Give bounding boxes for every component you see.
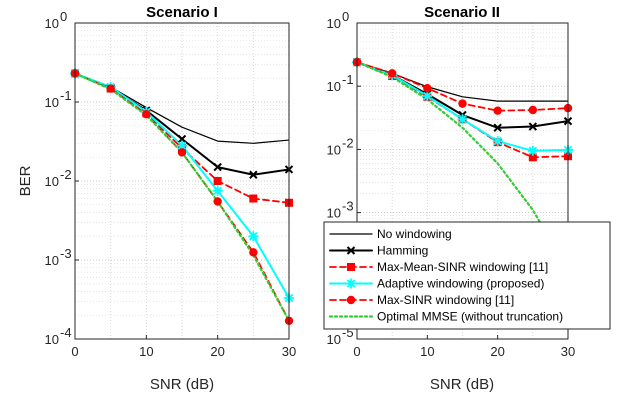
- y-axis-label: BER: [17, 165, 34, 196]
- legend-label: Adaptive windowing (proposed): [377, 277, 544, 291]
- data-point: [423, 83, 432, 93]
- legend-marker: [346, 295, 356, 305]
- y-tick-exponent: -3: [342, 199, 354, 214]
- data-point: [142, 110, 151, 119]
- legend-entry: Max-Mean-SINR windowing [11]: [329, 260, 548, 274]
- y-tick-label: 10: [327, 332, 341, 347]
- x-axis-label: SNR (dB): [150, 376, 214, 393]
- data-point: [248, 231, 259, 242]
- plot-frame: [74, 22, 290, 340]
- legend-marker: [347, 263, 355, 271]
- data-point: [213, 197, 222, 206]
- legend-label: No windowing: [377, 227, 452, 241]
- y-tick-exponent: 0: [60, 9, 67, 24]
- data-point: [177, 134, 187, 144]
- y-tick-label: 10: [45, 16, 59, 31]
- y-tick-exponent: -1: [342, 72, 354, 87]
- legend-marker: [346, 246, 356, 255]
- data-point: [249, 170, 258, 179]
- legend-label: Hamming: [377, 244, 428, 258]
- y-tick-label: 10: [327, 142, 341, 157]
- legend-entry: Max-SINR windowing [11]: [329, 293, 514, 307]
- data-point: [213, 177, 222, 185]
- legend-entry: Optimal MMSE (without truncation): [328, 310, 563, 324]
- x-tick-label: 30: [282, 344, 296, 359]
- plot-title: Scenario I: [146, 4, 218, 21]
- legend-label: Max-SINR windowing [11]: [377, 293, 514, 307]
- data-point: [493, 123, 502, 132]
- data-point: [457, 114, 468, 125]
- y-tick-exponent: 0: [342, 9, 349, 24]
- x-tick-label: 10: [420, 344, 434, 359]
- x-tick-label: 30: [561, 344, 575, 359]
- y-tick-exponent: -2: [60, 167, 72, 182]
- plot-frame: [356, 22, 569, 340]
- data-point: [212, 185, 223, 196]
- y-tick-label: 10: [327, 16, 341, 31]
- legend-marker: [346, 278, 356, 289]
- y-tick-exponent: -1: [60, 88, 72, 103]
- data-point: [528, 105, 538, 115]
- legend-entry: Hamming: [329, 244, 428, 258]
- data-point: [527, 145, 538, 156]
- y-tick-exponent: -5: [342, 325, 354, 340]
- data-point: [387, 69, 397, 78]
- legend: No windowing Hamming Max-Mean-SINR windowi…: [323, 221, 611, 330]
- x-tick-label: 20: [210, 344, 224, 359]
- data-point: [177, 140, 187, 151]
- data-point: [422, 90, 433, 101]
- y-tick-label: 10: [45, 332, 59, 347]
- data-point: [492, 136, 503, 147]
- legend-label: Optimal MMSE (without truncation): [377, 310, 563, 324]
- legend-entry: No windowing: [329, 227, 452, 241]
- data-point: [249, 194, 258, 203]
- plot-title: Scenario II: [424, 4, 500, 21]
- y-tick-exponent: -2: [342, 135, 354, 150]
- data-point: [458, 99, 467, 108]
- y-tick-label: 10: [327, 206, 341, 221]
- grid: [75, 23, 289, 340]
- data-point: [213, 162, 222, 172]
- legend-box: [323, 221, 611, 330]
- series-line: [357, 61, 568, 272]
- data-point: [493, 106, 502, 115]
- legend-label: Max-Mean-SINR windowing [11]: [377, 260, 548, 274]
- y-tick-exponent: -3: [60, 246, 72, 261]
- x-tick-label: 0: [353, 344, 360, 359]
- data-point: [249, 248, 258, 257]
- marker-group: [70, 68, 294, 325]
- data-point: [177, 148, 187, 157]
- y-tick-label: 10: [45, 95, 59, 110]
- legend-entry: Adaptive windowing (proposed): [329, 277, 544, 291]
- x-axis-label: SNR (dB): [430, 376, 494, 393]
- data-point: [106, 84, 115, 93]
- y-tick-label: 10: [327, 79, 341, 94]
- y-tick-label: 10: [45, 174, 59, 189]
- data-point: [528, 153, 537, 162]
- x-tick-label: 0: [71, 344, 78, 359]
- x-tick-label: 10: [139, 344, 153, 359]
- y-tick-exponent: -4: [60, 325, 72, 340]
- data-point: [528, 122, 538, 131]
- y-tick-label: 10: [45, 253, 59, 268]
- x-tick-label: 20: [490, 344, 504, 359]
